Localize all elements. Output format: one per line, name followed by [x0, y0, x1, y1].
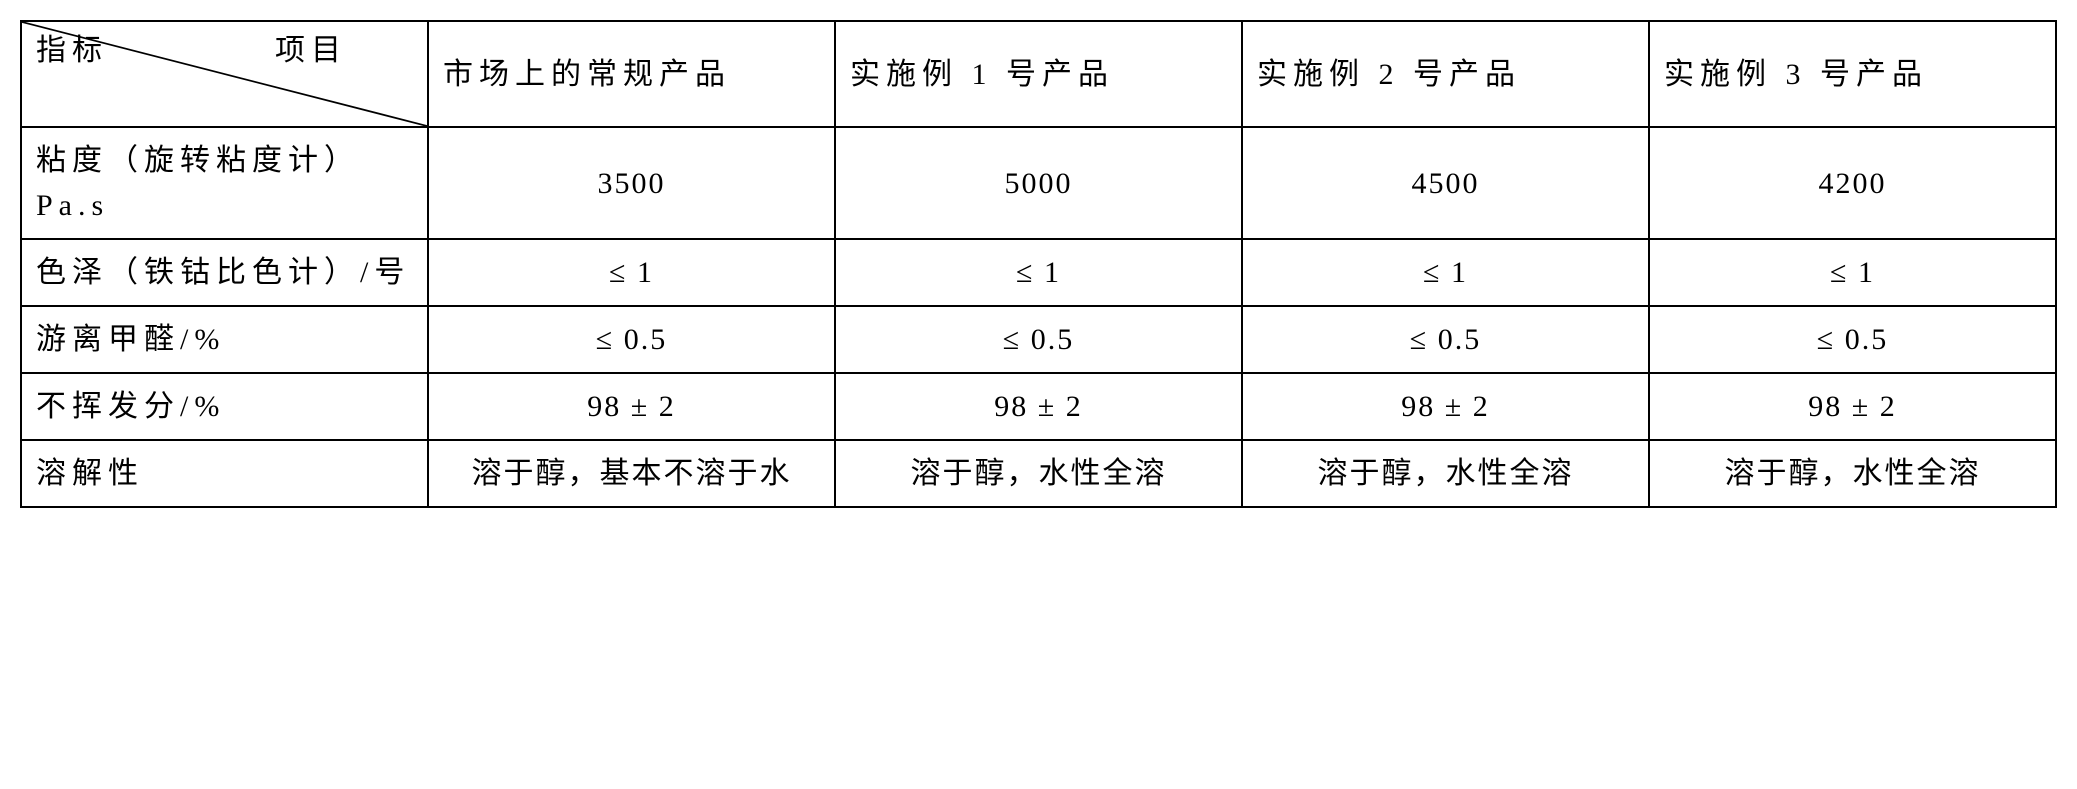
data-cell: ≤ 1 [1242, 239, 1649, 306]
data-cell: 98 ± 2 [835, 373, 1242, 440]
table-row: 色泽（铁钴比色计）/号 ≤ 1 ≤ 1 ≤ 1 ≤ 1 [21, 239, 2056, 306]
row-label: 粘度（旋转粘度计）Pa.s [21, 127, 428, 239]
data-cell: 4500 [1242, 127, 1649, 239]
data-cell: 溶于醇，水性全溶 [835, 440, 1242, 507]
data-cell: 98 ± 2 [1242, 373, 1649, 440]
data-cell: 3500 [428, 127, 835, 239]
col-header-2: 实施例 1 号产品 [835, 21, 1242, 127]
data-cell: 4200 [1649, 127, 2056, 239]
data-cell: ≤ 0.5 [1649, 306, 2056, 373]
col-header-3: 实施例 2 号产品 [1242, 21, 1649, 127]
data-cell: 溶于醇，基本不溶于水 [428, 440, 835, 507]
data-cell: ≤ 1 [835, 239, 1242, 306]
data-cell: ≤ 0.5 [1242, 306, 1649, 373]
data-cell: ≤ 0.5 [835, 306, 1242, 373]
row-label: 溶解性 [21, 440, 428, 507]
table-row: 游离甲醛/% ≤ 0.5 ≤ 0.5 ≤ 0.5 ≤ 0.5 [21, 306, 2056, 373]
data-cell: 溶于醇，水性全溶 [1649, 440, 2056, 507]
row-label: 不挥发分/% [21, 373, 428, 440]
col-header-4: 实施例 3 号产品 [1649, 21, 2056, 127]
row-label: 游离甲醛/% [21, 306, 428, 373]
table-row: 不挥发分/% 98 ± 2 98 ± 2 98 ± 2 98 ± 2 [21, 373, 2056, 440]
data-cell: ≤ 1 [428, 239, 835, 306]
table-row: 溶解性 溶于醇，基本不溶于水 溶于醇，水性全溶 溶于醇，水性全溶 溶于醇，水性全… [21, 440, 2056, 507]
data-cell: ≤ 0.5 [428, 306, 835, 373]
table-row: 粘度（旋转粘度计）Pa.s 3500 5000 4500 4200 [21, 127, 2056, 239]
data-cell: 溶于醇，水性全溶 [1242, 440, 1649, 507]
data-cell: 98 ± 2 [1649, 373, 2056, 440]
comparison-table: 指标 项目 市场上的常规产品 实施例 1 号产品 实施例 2 号产品 实施例 3… [20, 20, 2057, 508]
table-header-row: 指标 项目 市场上的常规产品 实施例 1 号产品 实施例 2 号产品 实施例 3… [21, 21, 2056, 127]
diagonal-line-icon [22, 22, 427, 126]
data-cell: 5000 [835, 127, 1242, 239]
data-cell: 98 ± 2 [428, 373, 835, 440]
col-header-1: 市场上的常规产品 [428, 21, 835, 127]
row-label: 色泽（铁钴比色计）/号 [21, 239, 428, 306]
data-cell: ≤ 1 [1649, 239, 2056, 306]
diagonal-header-cell: 指标 项目 [21, 21, 428, 127]
